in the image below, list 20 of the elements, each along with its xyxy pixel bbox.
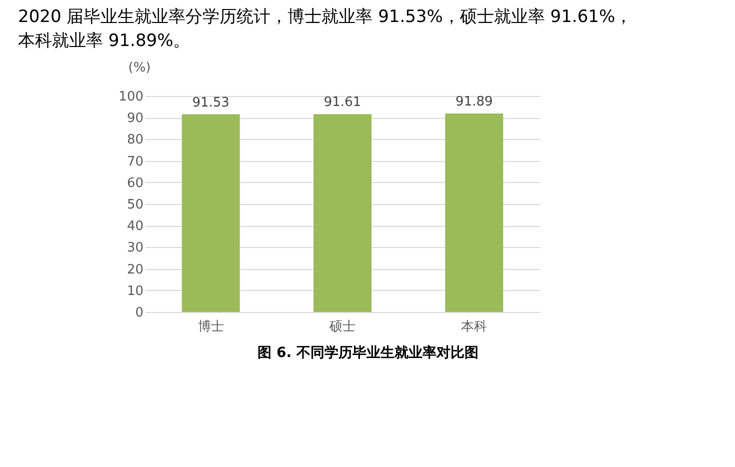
- y-axis-title: (%): [128, 60, 151, 76]
- x-tick-label: 硕士: [328, 320, 356, 334]
- x-tick-label: 本科: [461, 320, 488, 334]
- y-tick-label: 90: [126, 111, 144, 126]
- y-tick-label: 30: [126, 240, 144, 256]
- x-tick-label: 博士: [198, 320, 224, 334]
- y-tick-label: 60: [126, 176, 144, 191]
- y-tick-label: 100: [118, 90, 144, 104]
- chart-title: 2020 届毕业生就业率分学历统计，博士就业率 91.53%，硕士就业率 91.61%，本科就业率 91.89%。: [18, 7, 632, 51]
- data-label: 91.89: [456, 94, 493, 110]
- y-tick-label: 40: [126, 219, 144, 234]
- data-label: 91.61: [324, 95, 362, 110]
- y-tick-label: 50: [126, 198, 144, 212]
- y-tick-label: 70: [126, 154, 144, 170]
- y-tick-label: 20: [126, 262, 144, 278]
- caption: 图 6. 不同学历毕业生就业率对比图: [258, 344, 478, 361]
- y-tick-label: 80: [126, 132, 144, 148]
- y-tick-label: 0: [135, 306, 144, 320]
- y-tick-label: 10: [126, 284, 144, 299]
- data-label: 91.53: [192, 95, 230, 110]
